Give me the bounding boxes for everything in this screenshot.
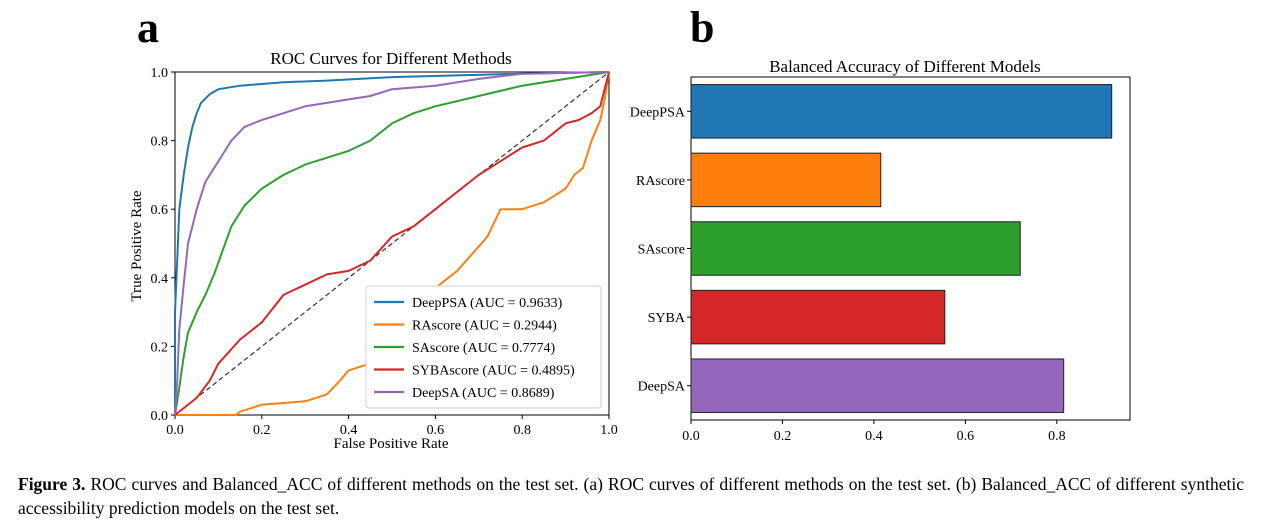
figure-caption: Figure 3. ROC curves and Balanced_ACC of… (18, 472, 1244, 520)
bar-category-label: RAscore (636, 174, 685, 189)
roc-chart: 0.0 0.2 0.4 0.6 0.8 1.0 0.0 0.2 0.4 0.6 0.8 1.0 Deep… (151, 66, 618, 438)
bar-x-tick-label: 0.6 (957, 429, 975, 444)
bar-x-tick-label: 0.2 (774, 429, 792, 444)
roc-curve-1 (174, 71, 610, 415)
roc-x-tick-label: 0.2 (253, 423, 271, 438)
bar-x-tick-label: 0.0 (682, 429, 700, 444)
roc-x-tick-label: 1.0 (600, 423, 618, 438)
roc-y-tick-label: 0.2 (151, 340, 169, 355)
roc-x-tick-label: 0.8 (513, 423, 531, 438)
roc-curve-3 (174, 71, 610, 416)
roc-legend (365, 285, 602, 409)
bar-syba (690, 289, 946, 345)
roc-x-axis-label: False Positive Rate (334, 436, 449, 452)
roc-y-tick-label: 0.8 (151, 135, 169, 150)
bar-deepsa (690, 358, 1065, 413)
roc-legend-label: DeepSA (AUC = 0.8689) (412, 386, 555, 401)
roc-curve-4 (174, 71, 610, 416)
roc-legend-label: RAscore (AUC = 0.2944) (412, 319, 557, 334)
roc-x-tick-label: 0.4 (340, 423, 358, 438)
roc-chance-diagonal (174, 71, 610, 416)
roc-y-tick-label: 0.0 (151, 409, 169, 424)
panel-a-letter: a (137, 3, 159, 52)
bar-x-tick-label: 0.4 (865, 429, 883, 444)
bar-category-label: DeepPSA (630, 105, 686, 120)
roc-curve-2 (175, 71, 610, 416)
bar-rascore (690, 152, 882, 208)
roc-plot-frame (174, 71, 610, 416)
roc-y-axis-label: True Positive Rate (129, 190, 145, 301)
roc-y-tick-label: 1.0 (151, 66, 169, 81)
roc-legend-label: SAscore (AUC = 0.7774) (412, 341, 556, 356)
panel-b-letter: b (690, 3, 714, 52)
roc-x-tick-label: 0.6 (427, 423, 445, 438)
roc-chart-title: ROC Curves for Different Methods (270, 49, 511, 68)
bar-chart-title: Balanced Accuracy of Different Models (769, 57, 1041, 76)
bar-sascore (690, 221, 1021, 276)
caption-text: ROC curves and Balanced_ACC of different… (18, 474, 1244, 518)
bar-category-label: DeepSA (638, 380, 686, 395)
balanced-accuracy-chart: DeepPSA RAscore SAscore SYBA DeepSA 0.0 0.2 0.4… (630, 76, 1131, 444)
roc-y-tick-label: 0.4 (151, 272, 169, 287)
roc-legend-label: SYBAscore (AUC = 0.4895) (412, 364, 575, 379)
caption-label: Figure 3. (18, 474, 86, 494)
bar-category-label: SYBA (648, 311, 686, 326)
roc-x-tick-label: 0.0 (166, 423, 184, 438)
bar-category-label: SAscore (638, 243, 685, 258)
bar-x-tick-label: 0.8 (1048, 429, 1066, 444)
roc-y-tick-label: 0.6 (151, 203, 169, 218)
bar-deeppsa (690, 84, 1113, 139)
roc-curve-5 (174, 71, 610, 416)
figure-3: a ROC Curves for Different Methods 0.0 0.… (129, 3, 1131, 452)
roc-legend-label: DeepPSA (AUC = 0.9633) (412, 296, 563, 311)
